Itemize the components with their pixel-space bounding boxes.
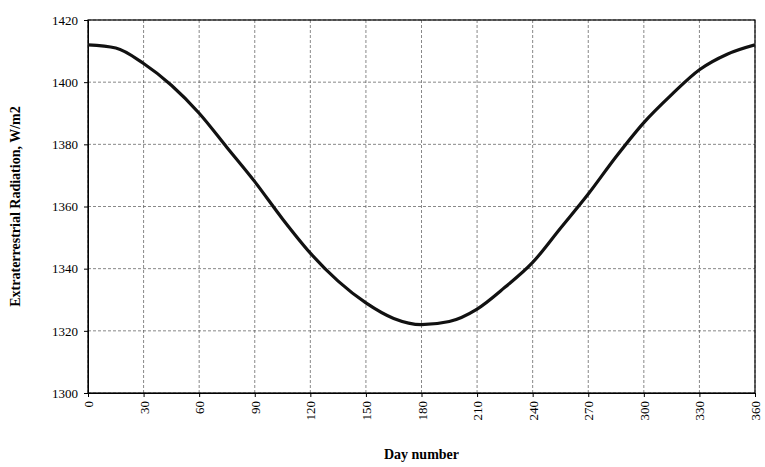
- grid-line: [88, 144, 755, 145]
- tick-label: 300: [637, 401, 652, 421]
- chart: 0306090120150180210240270300330360130013…: [0, 0, 765, 467]
- tick: 150: [359, 393, 374, 421]
- grid-line: [88, 206, 755, 207]
- tick-label: 1300: [52, 386, 78, 401]
- grid-line: [88, 268, 755, 269]
- tick-mark: [533, 393, 534, 397]
- tick: 1320: [52, 323, 88, 338]
- tick-mark: [84, 82, 88, 83]
- tick-label: 1400: [52, 75, 78, 90]
- tick-label: 1320: [52, 323, 78, 338]
- tick-label: 180: [415, 401, 430, 421]
- data-line: [88, 45, 755, 325]
- tick-label: 1380: [52, 137, 78, 152]
- tick-label: 330: [692, 401, 707, 421]
- tick-mark: [84, 207, 88, 208]
- tick: 1420: [52, 13, 88, 28]
- grid-line: [88, 330, 755, 331]
- tick: 30: [137, 393, 152, 414]
- tick-label: 90: [248, 401, 263, 414]
- tick: 240: [526, 393, 541, 421]
- tick-mark: [144, 393, 145, 397]
- tick: 300: [637, 393, 652, 421]
- grid-line: [477, 20, 478, 393]
- tick: 180: [415, 393, 430, 421]
- tick-mark: [88, 393, 89, 397]
- tick-label: 30: [137, 401, 152, 414]
- tick: 330: [692, 393, 707, 421]
- tick-label: 60: [192, 401, 207, 414]
- tick-mark: [310, 393, 311, 397]
- tick-label: 150: [359, 401, 374, 421]
- tick: 1400: [52, 75, 88, 90]
- tick-label: 0: [81, 401, 96, 408]
- tick-mark: [84, 393, 88, 394]
- tick-label: 1360: [52, 199, 78, 214]
- tick-mark: [644, 393, 645, 397]
- tick-mark: [588, 393, 589, 397]
- tick-mark: [366, 393, 367, 397]
- tick: 1300: [52, 386, 88, 401]
- tick-label: 240: [526, 401, 541, 421]
- tick: 1340: [52, 261, 88, 276]
- tick: 60: [192, 393, 207, 414]
- tick-mark: [755, 393, 756, 397]
- x-axis: 0 30 60 90 120 150 180 210 240 270 300 330 360: [81, 393, 763, 421]
- grid-line: [421, 20, 422, 393]
- tick-mark: [84, 331, 88, 332]
- tick: 1380: [52, 137, 88, 152]
- tick: 210: [470, 393, 485, 421]
- tick-mark: [199, 393, 200, 397]
- tick-label: 120: [303, 401, 318, 421]
- tick-mark: [84, 20, 88, 21]
- tick-label: 270: [581, 401, 596, 421]
- plot-frame: [88, 20, 755, 393]
- tick-label: 1340: [52, 261, 78, 276]
- tick: 360: [748, 393, 763, 421]
- tick: 90: [248, 393, 263, 414]
- tick: 120: [303, 393, 318, 421]
- tick-label: 360: [748, 401, 763, 421]
- tick-mark: [84, 269, 88, 270]
- grid: [88, 20, 755, 393]
- tick-mark: [477, 393, 478, 397]
- series-group: [88, 45, 755, 325]
- x-axis-title: Day number: [384, 447, 459, 462]
- grid-line: [88, 82, 755, 83]
- axis-line: [88, 21, 89, 394]
- tick: 270: [581, 393, 596, 421]
- tick-mark: [84, 144, 88, 145]
- tick-mark: [699, 393, 700, 397]
- tick: 0: [81, 393, 96, 408]
- tick-mark: [255, 393, 256, 397]
- plot: 0306090120150180210240270300330360130013…: [52, 13, 763, 421]
- y-axis: 1300 1320 1340 1360 1380 1400 1420: [52, 13, 89, 401]
- tick: 1360: [52, 199, 88, 214]
- tick-label: 210: [470, 401, 485, 421]
- tick-mark: [422, 393, 423, 397]
- y-axis-title: Extraterrestrial Radiation, W/m2: [8, 106, 23, 307]
- tick-label: 1420: [52, 13, 78, 28]
